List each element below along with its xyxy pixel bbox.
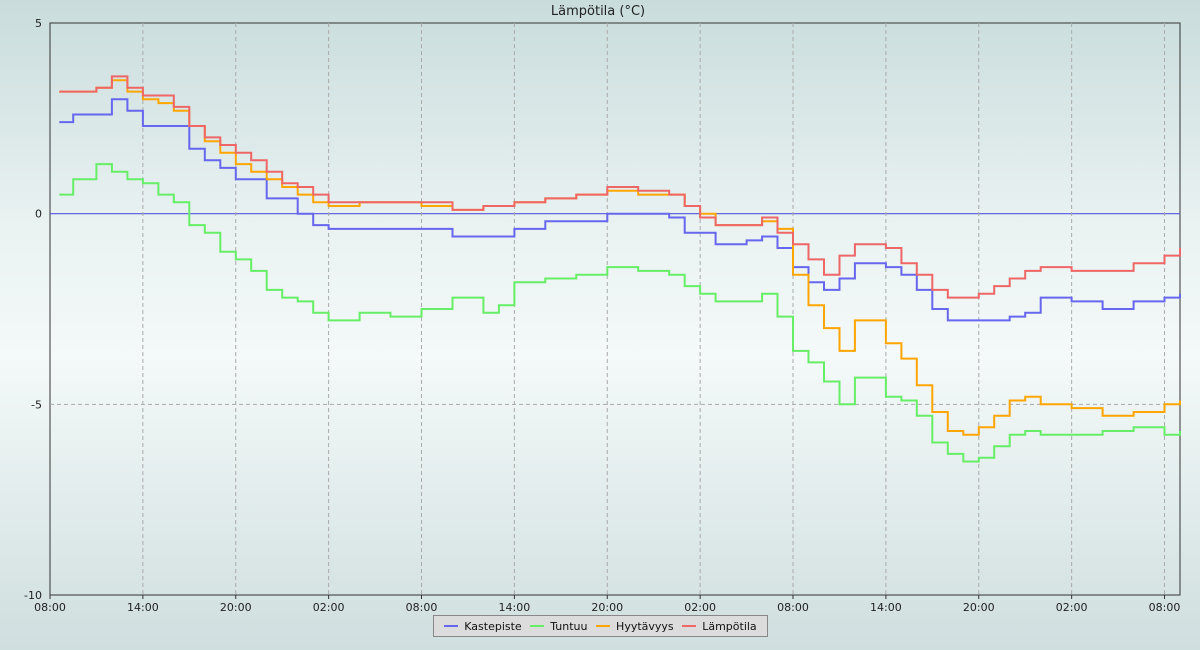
y-tick-label: -10 [24, 589, 42, 602]
x-tick-label: 20:00 [220, 601, 252, 614]
series-line-1 [59, 163, 1181, 463]
legend-label: Tuntuu [550, 619, 588, 633]
x-tick-label: 02:00 [684, 601, 716, 614]
grid-lines [50, 23, 1180, 595]
legend-label: Lämpötila [702, 619, 757, 633]
plot-area [49, 22, 1181, 596]
x-tick-label: 02:00 [1056, 601, 1088, 614]
y-tick-label: -5 [31, 398, 42, 411]
y-tick-label: 0 [35, 208, 42, 221]
x-tick-label: 14:00 [499, 601, 531, 614]
series-layer [59, 75, 1181, 463]
x-tick-label: 14:00 [127, 601, 159, 614]
x-tick-label: 02:00 [313, 601, 345, 614]
x-tick-label: 20:00 [591, 601, 623, 614]
legend-item: Kastepiste [444, 619, 522, 633]
legend-swatch [444, 625, 459, 627]
series-line-0 [59, 98, 1181, 322]
series-line-2 [59, 79, 1181, 436]
series-line-3 [59, 75, 1181, 299]
legend-swatch [596, 625, 611, 627]
legend-label: Hyytävyys [616, 619, 674, 633]
x-tick-label: 08:00 [34, 601, 66, 614]
legend-item: Hyytävyys [596, 620, 674, 633]
legend-item: Lämpötila [682, 619, 757, 633]
legend-label: Kastepiste [464, 619, 522, 633]
chart-title: Lämpötila (°C) [551, 4, 645, 19]
x-tick-label: 20:00 [963, 601, 995, 614]
x-tick-label: 08:00 [406, 601, 438, 614]
y-tick-label: 5 [35, 17, 42, 30]
legend-swatch [530, 625, 545, 627]
legend: Kastepiste Tuntuu Hyytävyys Lämpötila [433, 615, 768, 637]
x-tick-label: 08:00 [777, 601, 809, 614]
x-tick-label: 14:00 [870, 601, 902, 614]
x-tick-label: 08:00 [1149, 601, 1181, 614]
legend-item: Tuntuu [530, 619, 588, 633]
legend-swatch [682, 625, 697, 627]
